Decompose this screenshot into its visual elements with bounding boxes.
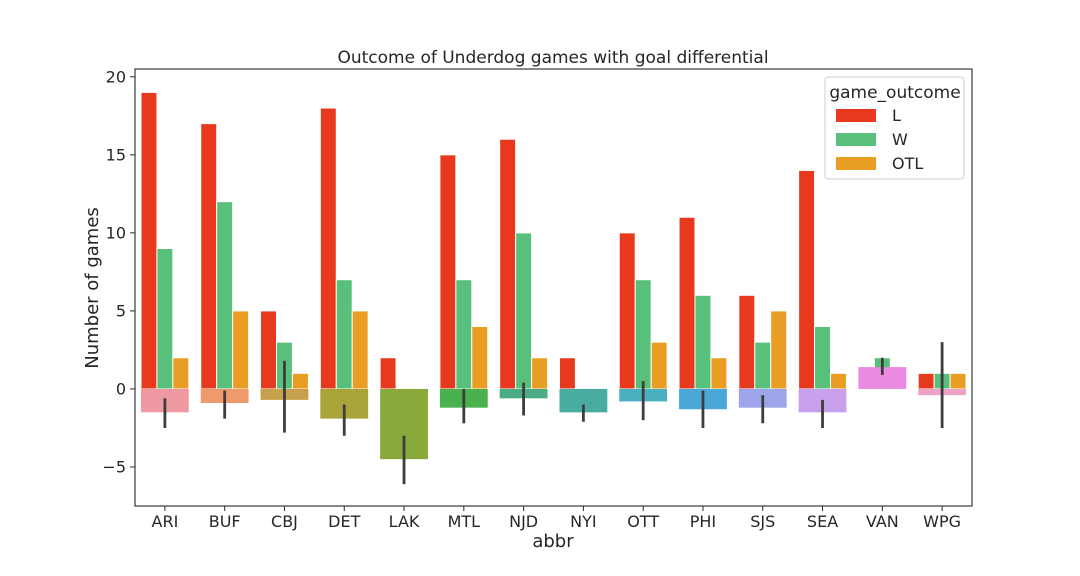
bar-njd-otl: [531, 357, 549, 390]
x-tick-label: SJS: [750, 512, 775, 531]
bar-buf-l: [200, 123, 218, 390]
y-tick-label: 20: [106, 67, 126, 86]
x-tick-label: MTL: [448, 512, 481, 531]
bar-phi-w: [694, 294, 712, 390]
bar-ott-w: [634, 279, 652, 390]
bar-wpg-l: [917, 372, 935, 390]
x-tick-label: CBJ: [271, 512, 298, 531]
legend: game_outcome LW OTL: [824, 76, 965, 180]
x-axis-label: abbr: [532, 531, 574, 552]
y-tick-label: 0: [116, 379, 126, 398]
bar-nyi-l: [558, 357, 576, 390]
x-tick-label: SEA: [807, 512, 838, 531]
bar-ari-l: [140, 91, 158, 390]
x-tick-label: LAK: [389, 512, 420, 531]
bar-wpg-otl: [949, 372, 967, 390]
bar-sea-otl: [830, 372, 847, 390]
bar-cbj-l: [260, 310, 277, 390]
x-tick-label: NJD: [509, 512, 538, 531]
x-tick-label: ARI: [152, 512, 179, 531]
bar-sjs-otl: [770, 310, 788, 390]
bar-sea-l: [798, 169, 816, 390]
y-tick-label: 5: [116, 301, 126, 320]
y-tick-label: 15: [106, 145, 126, 164]
x-tick-label: WPG: [923, 512, 961, 531]
y-tick-label: 10: [106, 223, 126, 242]
bar-sea-w: [814, 326, 832, 390]
bar-ari-otl: [172, 357, 190, 390]
bar-buf-otl: [232, 310, 250, 390]
axes-layer: −5 0 5 10 15 20 ARI BUF CBJ DET LAK MTL NJD NYI OTT PHI…: [102, 67, 973, 531]
legend-swatch-otl: [836, 157, 876, 170]
y-tick-label: −5: [102, 457, 126, 476]
legend-swatch-w: [836, 133, 876, 146]
chart-title: Outcome of Underdog games with goal diff…: [337, 48, 768, 68]
goal-differential-layer: [140, 342, 967, 485]
x-tick-label: OTT: [627, 512, 659, 531]
plot-frame: [134, 68, 973, 507]
bar-det-w: [335, 279, 353, 390]
legend-label-l: L: [892, 106, 901, 125]
x-tick-label: DET: [328, 512, 360, 531]
bars-layer: [140, 91, 967, 390]
legend-swatch-l: [836, 109, 876, 122]
x-tick-label: BUF: [209, 512, 241, 531]
bar-phi-otl: [710, 357, 728, 390]
bar-njd-l: [499, 138, 517, 390]
bar-phi-l: [678, 216, 696, 390]
bar-cbj-otl: [291, 372, 309, 390]
bar-lak-l: [379, 357, 397, 390]
legend-label-otl: OTL: [892, 154, 923, 173]
x-tick-label: VAN: [866, 512, 899, 531]
bar-ott-l: [618, 232, 636, 390]
legend-label-w: W: [892, 130, 908, 149]
bar-mtl-w: [455, 279, 473, 390]
bar-det-l: [319, 107, 337, 390]
bar-ari-w: [156, 247, 174, 390]
bar-det-otl: [351, 310, 369, 390]
legend-title: game_outcome: [829, 83, 960, 103]
legend-frame: [824, 76, 965, 180]
diff-bar-van: [858, 367, 907, 389]
legend-entries: LW OTL: [836, 106, 923, 173]
bar-sjs-l: [738, 294, 756, 390]
bar-sjs-w: [754, 341, 772, 390]
x-tick-label: NYI: [570, 512, 596, 531]
bar-mtl-otl: [471, 326, 489, 390]
x-tick-label: PHI: [690, 512, 716, 531]
bar-mtl-l: [439, 154, 457, 390]
bar-njd-w: [515, 232, 533, 390]
diff-bar-nyi: [559, 388, 608, 413]
bar-ott-otl: [650, 341, 668, 390]
bar-buf-w: [216, 201, 234, 390]
y-axis-label: Number of games: [82, 207, 103, 369]
